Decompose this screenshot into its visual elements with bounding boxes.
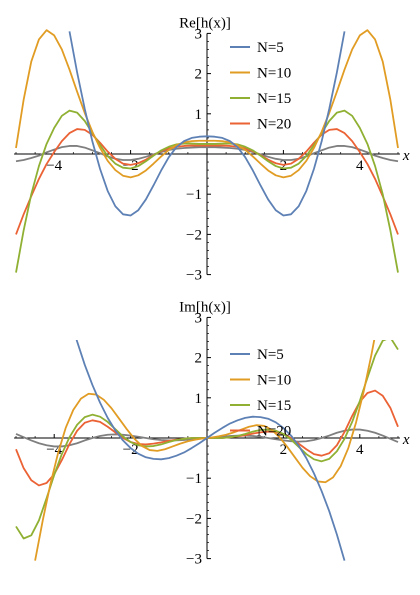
series-line-n-10 xyxy=(15,29,399,179)
y-tick-label: −2 xyxy=(186,511,202,527)
series-line-n-5 xyxy=(68,31,346,217)
legend: N=5 N=10 N=15 N=20 xyxy=(230,347,291,440)
y-tick-label: 2 xyxy=(195,67,203,83)
x-tick-label: 2 xyxy=(280,158,288,174)
series-line-n-20 xyxy=(15,128,399,235)
y-tick-label: 1 xyxy=(195,107,203,123)
x-tick-label: −2 xyxy=(123,158,139,174)
series-group xyxy=(15,29,399,273)
series-line-reference xyxy=(15,145,399,163)
x-axis-label: x xyxy=(402,148,410,164)
y-tick-label: −2 xyxy=(186,227,202,243)
series-group xyxy=(15,340,399,561)
y-tick-label: −3 xyxy=(186,268,202,284)
y-axis-title: Re[h(x)] xyxy=(179,15,231,31)
chart-re: −4 −2 2 4 −3 −2 −1 1 2 3Re[h(x)] x N=5 N=10 N=15 N=20 xyxy=(14,15,410,284)
x-axis-label: x xyxy=(402,432,410,448)
legend-label: N=20 xyxy=(257,117,291,133)
legend-label: N=15 xyxy=(257,398,291,414)
y-tick-label: −3 xyxy=(186,552,202,568)
x-tick-label: −4 xyxy=(46,158,62,174)
legend-label: N=5 xyxy=(257,347,284,363)
y-tick-label: 1 xyxy=(195,391,203,407)
legend-label: N=5 xyxy=(257,40,284,56)
y-tick-label: −1 xyxy=(186,471,202,487)
y-tick-label: 3 xyxy=(195,26,203,42)
x-tick-label: 2 xyxy=(280,442,288,458)
x-tick-label: −2 xyxy=(123,442,139,458)
series-line-n-5 xyxy=(75,340,346,561)
x-tick-label: 4 xyxy=(356,442,364,458)
x-tick-label: 4 xyxy=(356,158,364,174)
legend: N=5 N=10 N=15 N=20 xyxy=(230,40,291,133)
legend-label: N=20 xyxy=(257,424,291,440)
y-tick-label: 3 xyxy=(195,310,203,326)
legend-label: N=15 xyxy=(257,91,291,107)
y-tick-label: 2 xyxy=(195,351,203,367)
legend-label: N=10 xyxy=(257,373,291,389)
legend-label: N=10 xyxy=(257,66,291,82)
y-tick-label: −1 xyxy=(186,187,202,203)
y-axis-title: Im[h(x)] xyxy=(179,299,231,315)
series-line-n-15 xyxy=(15,109,399,273)
